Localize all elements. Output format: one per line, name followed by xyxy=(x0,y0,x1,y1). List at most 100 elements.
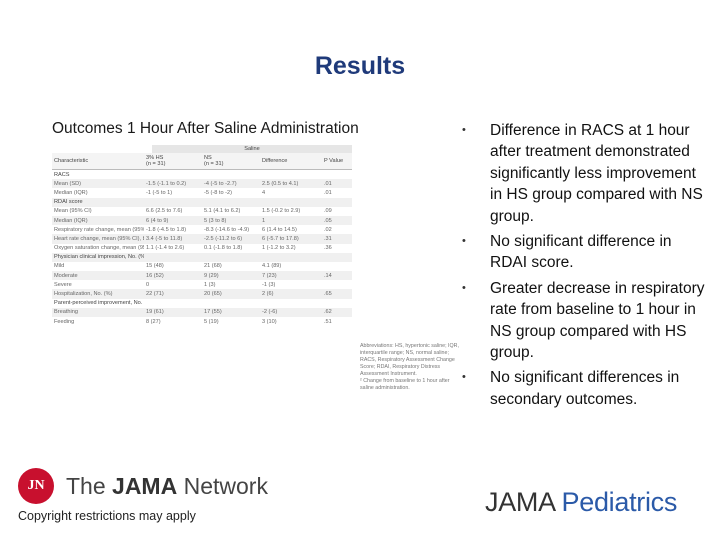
table-cell xyxy=(322,170,352,180)
table-cell: .01 xyxy=(322,179,352,189)
table-row: Respiratory rate change, mean (95% CI), … xyxy=(52,225,352,234)
table-cell: Median (IQR) xyxy=(54,189,88,196)
table-header-cell: Characteristic xyxy=(52,153,144,170)
key-findings-list: • Difference in RACS at 1 hour after trea… xyxy=(458,120,708,410)
table-cell xyxy=(202,252,260,262)
table-footnotes: Abbreviations: HS, hypertonic saline; IQ… xyxy=(360,343,459,391)
table-cell: Parent-perceived improvement, No. (%) xyxy=(54,300,144,307)
outcomes-table: Characteristic 3% HS (n = 31) NS (n = 31) D… xyxy=(52,153,352,326)
table-cell xyxy=(144,252,202,262)
table-cell: .65 xyxy=(322,289,352,299)
bullet-text: Greater decrease in respiratory rate fro… xyxy=(490,279,705,362)
table-header-cell: P Value xyxy=(322,153,352,170)
table-row: Breathing 19 (61) 17 (55) -2 (-6) .62 xyxy=(52,307,352,317)
journal-name: Pediatrics xyxy=(561,487,678,517)
table-row: Parent-perceived improvement, No. (%) xyxy=(52,299,352,308)
bullet-text: No significant differences in secondary … xyxy=(490,369,680,408)
table-header-cell: Difference xyxy=(260,153,322,170)
table-row: Median (IQR) 6 (4 to 9) 5 (3 to 8) 1.05 xyxy=(52,215,352,226)
table-row: Physician clinical impression, No. (%) xyxy=(52,252,352,262)
table-cell: 6 (-5.7 to 17.8) xyxy=(260,234,322,244)
table-body: RACS Mean (SD) -1.5 (-1.1 to 0.2) -4 (-5 to… xyxy=(52,170,352,327)
jama-network-wordmark: The JAMA Network xyxy=(66,473,268,500)
jama-pediatrics-logo: JAMA Pediatrics xyxy=(485,487,677,518)
table-cell: 6 (1.4 to 14.5) xyxy=(262,226,297,233)
table-cell: Mild xyxy=(54,263,65,270)
table-header-cell: NS (n = 31) xyxy=(202,153,260,170)
table-cell: .62 xyxy=(322,307,352,317)
bullet-dot-icon: • xyxy=(462,235,466,248)
table-row: Severe 0 1 (3) -1 (3) xyxy=(52,280,352,289)
table-cell: -1.5 (-1.1 to 0.2) xyxy=(144,179,202,189)
table-cell: 2.5 (0.5 to 4.1) xyxy=(260,179,322,189)
table-cell: -2.5 (-11.2 to 6) xyxy=(202,234,260,244)
bullet-text: Difference in RACS at 1 hour after treat… xyxy=(490,122,703,225)
table-cell: 0.1 (-1.8 to 1.8) xyxy=(204,245,243,252)
table-cell: .31 xyxy=(322,234,352,244)
table-cell: .14 xyxy=(322,271,352,281)
table-cell: 0 xyxy=(146,281,150,288)
table-cell: RACS xyxy=(54,171,70,178)
table-cell: 1.1 (-1.4 to 2.6) xyxy=(146,245,185,252)
table-row: RDAI score xyxy=(52,197,352,207)
table-cell xyxy=(202,170,260,180)
table-row: Hospitalization, No. (%) 22 (71) 20 (65) 2 … xyxy=(52,289,352,299)
table-row: Mean (95% CI) 6.6 (2.5 to 7.6) 5.1 (4.1 to… xyxy=(52,207,352,216)
table-cell: -2 (-6) xyxy=(260,307,322,317)
table-cell: Respiratory rate change, mean (95% CI), … xyxy=(54,226,144,233)
table-cell: RDAI score xyxy=(52,197,144,207)
bullet-item: • No significant difference in RDAI score… xyxy=(458,231,708,274)
table-row: Mean (SD) -1.5 (-1.1 to 0.2) -4 (-5 to -2.… xyxy=(52,179,352,189)
table-cell: 16 (52) xyxy=(144,271,202,281)
table-cell: Heart rate change, mean (95% CI), beats/… xyxy=(52,234,144,244)
table-cell: Oxygen saturation change, mean (95% CI),… xyxy=(54,245,144,252)
table-header-row: Characteristic 3% HS (n = 31) NS (n = 31) D… xyxy=(52,153,352,170)
copyright-notice: Copyright restrictions may apply xyxy=(18,509,196,523)
slide-title: Results xyxy=(314,52,406,80)
table-cell: 3 (10) xyxy=(262,318,277,325)
table-cell: .02 xyxy=(324,226,332,233)
table-cell: -1 (-5 to 1) xyxy=(146,189,173,196)
table-cell: 21 (68) xyxy=(204,263,222,270)
table-cell: Mean (SD) xyxy=(52,179,144,189)
table-cell: 2 (6) xyxy=(260,289,322,299)
table-row: Median (IQR) -1 (-5 to 1) -5 (-8 to -2) 4 .0… xyxy=(52,188,352,197)
table-cell: Median (IQR) xyxy=(52,215,144,226)
table-cell xyxy=(322,299,352,308)
table-cell xyxy=(260,170,322,180)
table-cell: -5 (-8 to -2) xyxy=(204,189,232,196)
table-cell: Feeding xyxy=(54,318,75,325)
table-cell: -1 (3) xyxy=(262,281,276,288)
journal-prefix: JAMA xyxy=(485,487,562,517)
table-cell: 4.1 (89) xyxy=(262,263,282,270)
table-cell: .05 xyxy=(322,215,352,226)
table-cell: Moderate xyxy=(52,271,144,281)
table-cell: Breathing xyxy=(52,307,144,317)
bullet-dot-icon: • xyxy=(462,281,466,294)
table-cell: 3.4 (-5 to 11.8) xyxy=(144,234,202,244)
bullet-item: • No significant differences in secondary… xyxy=(458,367,708,410)
results-table: Saline Characteristic 3% HS (n = 31) NS (n… xyxy=(52,145,352,407)
table-cell: 4 xyxy=(262,189,266,196)
table-cell: 20 (65) xyxy=(202,289,260,299)
table-cell: Mean (95% CI) xyxy=(54,208,92,215)
table-cell: -4 (-5 to -2.7) xyxy=(202,179,260,189)
table-cell xyxy=(202,299,260,308)
table-cell xyxy=(260,252,322,262)
table-cell xyxy=(144,197,202,207)
bullet-item: • Difference in RACS at 1 hour after trea… xyxy=(458,120,708,227)
table-cell: .01 xyxy=(324,189,332,196)
bullet-dot-icon: • xyxy=(462,124,466,136)
bullet-item: • Greater decrease in respiratory rate fr… xyxy=(458,278,708,364)
network-prefix: The xyxy=(66,473,113,499)
network-jama: JAMA xyxy=(112,473,178,499)
table-group-header: Saline xyxy=(152,145,352,153)
table-cell xyxy=(322,252,352,262)
table-cell xyxy=(260,299,322,308)
table-cell: 1.5 (-0.2 to 2.9) xyxy=(262,208,301,215)
table-row: Oxygen saturation change, mean (95% CI),… xyxy=(52,244,352,253)
table-cell xyxy=(322,197,352,207)
table-cell: Severe xyxy=(54,281,72,288)
table-cell: 6.6 (2.5 to 7.6) xyxy=(146,208,183,215)
table-cell: 5 (19) xyxy=(204,318,219,325)
